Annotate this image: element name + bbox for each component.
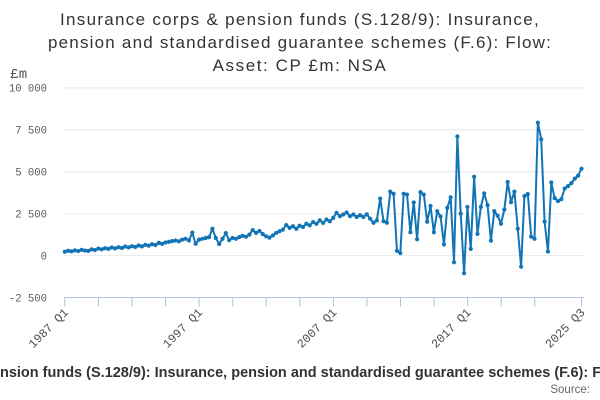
svg-text:2007 Q1: 2007 Q1 — [295, 306, 341, 352]
svg-text:1997 Q1: 1997 Q1 — [160, 306, 206, 352]
svg-text:2017 Q1: 2017 Q1 — [429, 306, 475, 352]
svg-text:£m: £m — [10, 67, 27, 83]
svg-text:2025 Q3: 2025 Q3 — [543, 306, 589, 352]
svg-text:2 500: 2 500 — [15, 210, 47, 222]
svg-text:-2 500: -2 500 — [9, 293, 47, 305]
svg-text:5 000: 5 000 — [15, 168, 47, 180]
svg-text:10 000: 10 000 — [9, 84, 47, 96]
svg-text:0: 0 — [41, 251, 47, 263]
svg-text:7 500: 7 500 — [15, 126, 47, 138]
svg-text:1987 Q1: 1987 Q1 — [26, 306, 72, 352]
